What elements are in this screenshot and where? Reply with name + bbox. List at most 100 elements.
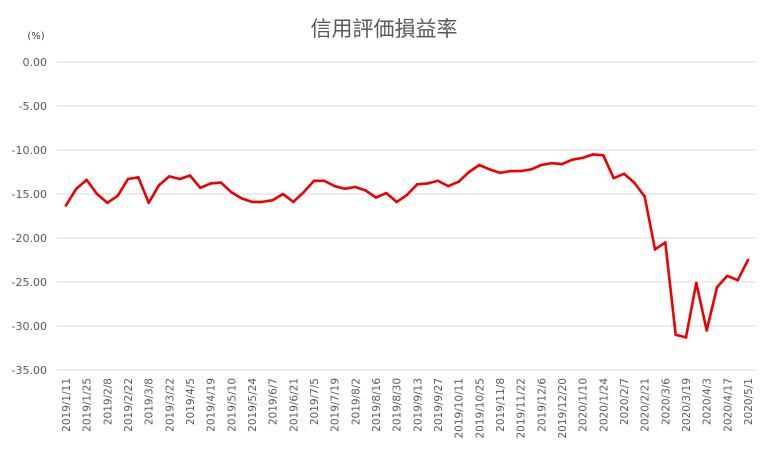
x-tick-label: 2020/1/10: [578, 378, 590, 432]
data-point: [168, 175, 171, 178]
data-point: [395, 200, 398, 204]
data-point: [188, 174, 192, 177]
data-point: [571, 158, 574, 161]
x-tick-label: 2019/7/5: [309, 378, 321, 425]
data-point: [343, 187, 347, 191]
data-point: [540, 163, 543, 167]
y-tick-label: -35.00: [12, 364, 47, 377]
data-point: [581, 156, 584, 160]
data-point: [550, 161, 553, 165]
x-tick-label: 2019/11/8: [495, 378, 507, 432]
data-point: [622, 172, 626, 176]
data-point: [684, 336, 688, 339]
x-tick-label: 2019/1/11: [61, 378, 73, 432]
x-tick-label: 2019/5/24: [247, 378, 259, 432]
x-tick-label: 2019/2/22: [123, 378, 135, 432]
data-point: [457, 180, 460, 183]
y-tick-label: 0.00: [23, 56, 48, 69]
chart-title: 信用評価損益率: [311, 17, 458, 41]
x-axis-ticks: 2019/1/11 2019/1/25 2019/2/8 2019/2/22 2019/…: [61, 378, 755, 439]
x-tick-label: 2020/3/6: [660, 378, 672, 425]
data-point: [436, 179, 440, 183]
data-point: [695, 281, 698, 285]
y-unit-label: (%): [27, 31, 44, 42]
data-point: [85, 178, 88, 182]
x-tick-label: 2019/3/8: [144, 378, 156, 425]
x-tick-label: 2020/1/24: [598, 378, 610, 432]
data-point: [302, 190, 305, 194]
x-tick-label: 2020/4/17: [722, 378, 734, 432]
data-point: [591, 153, 595, 156]
data-point: [75, 187, 78, 191]
data-point: [281, 192, 285, 196]
y-tick-label: -5.00: [19, 100, 47, 113]
data-point: [726, 274, 729, 278]
data-point: [374, 196, 378, 199]
data-point: [488, 168, 491, 171]
x-tick-label: 2019/9/27: [433, 378, 445, 432]
data-point: [126, 177, 130, 181]
x-tick-label: 2019/4/5: [185, 378, 197, 425]
data-point: [633, 181, 636, 184]
data-point: [64, 204, 68, 207]
data-point: [137, 175, 140, 179]
gridlines: [57, 61, 755, 371]
x-tick-label: 2019/6/7: [268, 378, 280, 425]
data-point: [364, 189, 367, 192]
x-tick-label: 2019/6/21: [288, 378, 300, 432]
data-point: [178, 177, 181, 181]
data-point: [643, 195, 646, 198]
x-tick-label: 2019/8/16: [371, 378, 383, 432]
x-tick-label: 2019/8/30: [392, 378, 404, 432]
x-tick-label: 2020/2/21: [640, 378, 652, 432]
x-tick-label: 2019/1/25: [82, 378, 94, 432]
data-point: [230, 190, 233, 194]
data-point: [509, 169, 512, 173]
data-point: [705, 329, 708, 332]
x-tick-label: 2019/4/19: [206, 378, 218, 432]
data-point: [405, 193, 409, 197]
data-point: [116, 194, 119, 198]
x-tick-label: 2019/9/13: [412, 378, 424, 432]
x-tick-label: 2020/5/1: [743, 378, 755, 425]
data-point: [323, 179, 326, 183]
data-point: [529, 168, 533, 171]
data-point: [209, 182, 212, 185]
data-point: [736, 278, 739, 282]
x-tick-label: 2019/12/6: [536, 378, 548, 432]
data-point: [498, 171, 502, 175]
data-point: [612, 176, 615, 180]
data-point: [157, 183, 161, 187]
x-tick-label: 2019/12/20: [557, 378, 569, 439]
series-layer: [64, 153, 750, 339]
x-tick-label: 2019/10/25: [474, 378, 486, 439]
data-point: [560, 162, 564, 166]
y-tick-label: -20.00: [12, 232, 47, 245]
data-point: [106, 201, 109, 205]
data-point: [271, 198, 274, 202]
data-point: [385, 191, 388, 195]
data-point: [447, 184, 450, 188]
data-point: [426, 182, 429, 185]
y-tick-label: -15.00: [12, 188, 47, 201]
data-point: [95, 192, 99, 196]
data-point: [602, 153, 605, 157]
data-point: [674, 333, 677, 337]
data-point: [312, 179, 316, 183]
x-tick-label: 2019/10/11: [454, 378, 466, 439]
x-tick-label: 2020/3/19: [681, 378, 693, 432]
data-point: [664, 241, 667, 244]
y-axis-ticks: 0.00 -5.00 -10.00 -15.00 -20.00 -25.00 -30.00 -…: [12, 56, 47, 377]
y-tick-label: -25.00: [12, 276, 47, 289]
data-point: [416, 183, 419, 186]
x-tick-label: 2019/8/2: [350, 378, 362, 425]
x-tick-label: 2019/7/19: [330, 378, 342, 432]
data-point: [147, 201, 150, 205]
data-point: [715, 285, 719, 289]
y-tick-label: -30.00: [12, 320, 47, 333]
x-tick-label: 2020/4/3: [702, 378, 714, 425]
data-point: [519, 169, 522, 173]
x-tick-label: 2019/5/10: [226, 378, 238, 432]
